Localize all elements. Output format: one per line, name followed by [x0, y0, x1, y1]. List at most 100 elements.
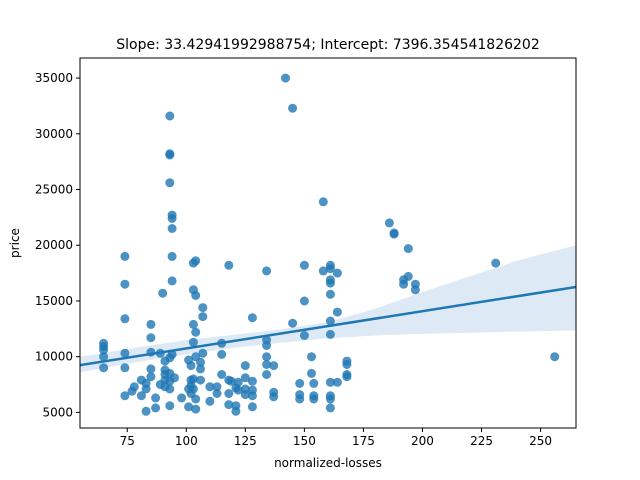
- data-point: [217, 349, 227, 359]
- data-point: [332, 268, 342, 278]
- data-point: [399, 279, 409, 289]
- data-point: [231, 406, 241, 416]
- x-tick-label: 175: [352, 434, 375, 448]
- y-tick-label: 5000: [42, 405, 73, 419]
- data-point: [212, 389, 222, 398]
- data-point: [191, 290, 201, 300]
- data-point: [342, 372, 352, 382]
- data-point: [240, 361, 250, 371]
- data-point: [262, 370, 272, 379]
- data-point: [247, 313, 257, 323]
- regression-line: [80, 285, 576, 367]
- data-point: [205, 382, 215, 392]
- data-point: [325, 316, 335, 326]
- data-point: [309, 394, 319, 404]
- data-point: [269, 361, 279, 371]
- data-point: [165, 178, 175, 188]
- data-point: [165, 401, 175, 411]
- data-point: [191, 256, 201, 266]
- data-point: [170, 373, 179, 383]
- data-point: [224, 260, 234, 270]
- data-point: [165, 384, 175, 394]
- y-tick-label: 10000: [35, 350, 73, 364]
- data-point: [165, 111, 175, 121]
- data-point: [151, 403, 161, 413]
- data-point: [217, 370, 227, 379]
- data-point: [188, 337, 198, 347]
- data-point: [384, 218, 394, 228]
- scatter-points: [99, 73, 560, 416]
- data-point: [262, 360, 272, 369]
- data-point: [332, 307, 342, 317]
- y-tick-label: 15000: [35, 294, 73, 308]
- data-point: [233, 385, 243, 395]
- data-point: [120, 279, 130, 289]
- data-point: [389, 229, 399, 239]
- data-point: [307, 352, 316, 362]
- data-point: [198, 303, 208, 313]
- x-tick-label: 100: [175, 434, 198, 448]
- y-axis-ticks: 5000 10000 15000 20000 25000 30000 35000: [35, 71, 80, 419]
- data-point: [141, 406, 151, 416]
- data-point: [318, 197, 328, 207]
- data-point: [224, 400, 234, 410]
- data-point: [269, 392, 279, 402]
- y-tick-label: 25000: [35, 183, 73, 197]
- data-point: [191, 394, 201, 404]
- data-point: [196, 375, 205, 385]
- data-point: [247, 376, 257, 386]
- data-point: [288, 103, 298, 113]
- data-point: [205, 396, 215, 406]
- data-point: [99, 345, 109, 355]
- data-point: [146, 364, 156, 374]
- data-point: [342, 360, 352, 369]
- data-point: [325, 403, 335, 413]
- data-point: [224, 389, 234, 398]
- data-point: [325, 289, 335, 299]
- x-tick-label: 150: [293, 434, 316, 448]
- plot-frame: [79, 57, 577, 429]
- data-point: [167, 251, 177, 261]
- data-point: [325, 264, 335, 274]
- data-point: [188, 384, 198, 394]
- data-point: [262, 352, 272, 362]
- data-point: [247, 391, 257, 401]
- data-point: [184, 402, 194, 412]
- data-point: [309, 378, 319, 388]
- x-tick-label: 225: [470, 434, 493, 448]
- data-point: [318, 266, 328, 276]
- data-point: [167, 224, 177, 233]
- data-point: [99, 363, 109, 373]
- data-point: [247, 402, 257, 412]
- data-point: [299, 296, 309, 306]
- data-point: [120, 363, 130, 373]
- data-point: [325, 394, 335, 404]
- data-point: [167, 276, 177, 286]
- data-point: [295, 378, 305, 388]
- x-axis-ticks: 75 100 125 150 175 200 225 250: [120, 428, 552, 448]
- data-point: [196, 364, 205, 374]
- data-point: [198, 348, 208, 358]
- data-point: [325, 329, 335, 339]
- x-tick-label: 200: [411, 434, 434, 448]
- y-axis-label: price: [8, 228, 22, 258]
- x-tick-label: 75: [120, 434, 135, 448]
- x-axis-label: normalized-losses: [274, 456, 382, 470]
- data-point: [233, 377, 243, 387]
- chart-title: Slope: 33.42941992988754; Intercept: 739…: [116, 37, 540, 53]
- data-point: [240, 390, 250, 400]
- data-point: [403, 244, 413, 254]
- data-point: [165, 150, 175, 160]
- data-point: [212, 382, 222, 392]
- data-point: [299, 260, 309, 270]
- x-tick-label: 125: [234, 434, 257, 448]
- data-point: [188, 374, 198, 384]
- data-point: [226, 376, 236, 386]
- data-point: [410, 285, 420, 295]
- data-point: [191, 404, 201, 414]
- data-point: [262, 341, 272, 350]
- plot-area: [80, 73, 576, 416]
- data-point: [262, 266, 272, 276]
- data-point: [307, 368, 316, 378]
